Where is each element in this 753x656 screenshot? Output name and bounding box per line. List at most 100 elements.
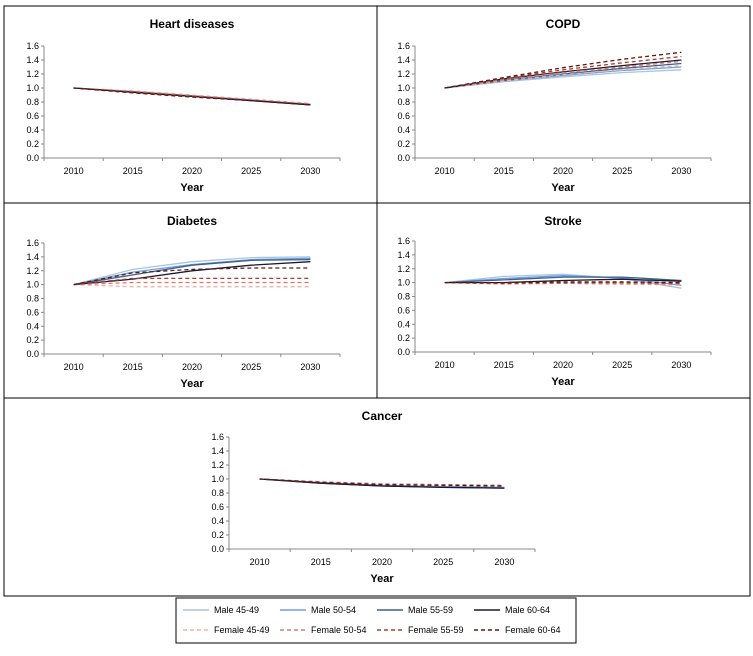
x-axis-label: Year — [370, 573, 394, 585]
panel-title: Stroke — [544, 214, 582, 228]
y-tick-label: 1.4 — [211, 446, 224, 456]
series-line-male-60-64 — [259, 478, 505, 489]
y-tick-label: 0.8 — [211, 488, 224, 498]
series-line-female-50-54 — [73, 281, 311, 286]
series-line-female-60-64 — [73, 87, 311, 106]
y-tick-label: 0.6 — [26, 111, 39, 121]
series-line-male-55-59 — [73, 258, 311, 286]
x-tick-label: 2015 — [494, 360, 514, 370]
y-tick-label: 1.4 — [397, 250, 410, 260]
legend-label-female-55-59: Female 55-59 — [408, 625, 464, 635]
y-tick-label: 1.2 — [397, 69, 410, 79]
x-tick-label: 2025 — [612, 360, 632, 370]
x-tick-label: 2030 — [671, 166, 691, 176]
panel-title: Cancer — [362, 409, 403, 423]
y-tick-label: 1.6 — [397, 41, 410, 51]
y-tick-label: 1.4 — [26, 55, 39, 65]
x-axis-label: Year — [551, 182, 575, 194]
y-tick-label: 1.0 — [211, 474, 224, 484]
series-line-male-55-59 — [444, 62, 682, 89]
chart-panel-diabetes: Diabetes 0.0 0.2 0.4 0.6 0.8 1.0 1.2 1.4 1.6 2010 2… — [3, 202, 378, 399]
legend-label-male-55-59: Male 55-59 — [408, 605, 453, 615]
x-tick-label: 2010 — [250, 557, 270, 567]
x-tick-label: 2020 — [182, 166, 202, 176]
legend-label-male-45-49: Male 45-49 — [214, 605, 259, 615]
panel-title: COPD — [546, 17, 581, 31]
series-line-female-60-64 — [73, 267, 311, 286]
y-tick-label: 0.6 — [26, 307, 39, 317]
series-line-female-55-59 — [444, 281, 682, 284]
series-line-female-50-54 — [259, 478, 505, 486]
x-axis-label: Year — [551, 376, 575, 388]
x-axis-label: Year — [180, 182, 204, 194]
y-tick-label: 0.0 — [397, 347, 410, 357]
series-line-male-50-54 — [73, 257, 311, 286]
series-line-female-50-54 — [444, 60, 682, 89]
y-tick-label: 1.6 — [26, 41, 39, 51]
x-tick-label: 2025 — [612, 166, 632, 176]
y-tick-label: 0.4 — [26, 125, 39, 135]
y-tick-label: 0.6 — [211, 502, 224, 512]
x-tick-label: 2020 — [372, 557, 392, 567]
x-tick-label: 2020 — [553, 360, 573, 370]
series-line-male-60-64 — [444, 59, 682, 89]
x-tick-label: 2020 — [553, 166, 573, 176]
legend-label-male-60-64: Male 60-64 — [505, 605, 550, 615]
x-tick-label: 2025 — [241, 166, 261, 176]
x-tick-label: 2030 — [671, 360, 691, 370]
x-tick-label: 2015 — [311, 557, 331, 567]
chart-panel-copd: COPD 0.0 0.2 0.4 0.6 0.8 1.0 1.2 1.4 1.6 2010 2015 2… — [376, 5, 751, 204]
panel-border — [3, 202, 378, 399]
series-line-male-60-64 — [444, 278, 682, 284]
y-tick-label: 1.4 — [397, 55, 410, 65]
x-tick-label: 2010 — [64, 362, 84, 372]
series-line-female-60-64 — [444, 51, 682, 89]
legend-label-female-45-49: Female 45-49 — [214, 625, 270, 635]
chart-panel-heart-diseases: Heart diseases 0.0 0.2 0.4 0.6 0.8 1.0 1.2 1.4 1.… — [3, 5, 378, 204]
y-tick-label: 0.8 — [26, 294, 39, 304]
panel-border — [3, 397, 751, 597]
x-tick-label: 2030 — [300, 362, 320, 372]
series-line-female-45-49 — [73, 283, 311, 288]
y-tick-label: 1.2 — [211, 460, 224, 470]
y-tick-label: 1.2 — [26, 266, 39, 276]
x-tick-label: 2025 — [241, 362, 261, 372]
y-tick-label: 0.0 — [26, 153, 39, 163]
y-tick-label: 1.4 — [26, 252, 39, 262]
y-tick-label: 0.4 — [397, 319, 410, 329]
x-tick-label: 2010 — [435, 166, 455, 176]
y-tick-label: 0.0 — [211, 544, 224, 554]
series-line-male-55-59 — [444, 276, 682, 284]
y-tick-label: 1.2 — [26, 69, 39, 79]
y-tick-label: 0.4 — [397, 125, 410, 135]
y-tick-label: 1.2 — [397, 264, 410, 274]
series-line-female-50-54 — [73, 87, 311, 105]
legend-label-male-50-54: Male 50-54 — [311, 605, 356, 615]
panel-border — [376, 5, 751, 204]
x-tick-label: 2020 — [182, 362, 202, 372]
x-tick-label: 2025 — [433, 557, 453, 567]
panel-border — [376, 202, 751, 399]
y-tick-label: 0.2 — [26, 335, 39, 345]
y-tick-label: 0.2 — [211, 530, 224, 540]
y-tick-label: 1.0 — [397, 83, 410, 93]
y-tick-label: 0.6 — [397, 111, 410, 121]
series-line-female-60-64 — [259, 478, 505, 487]
series-line-female-45-49 — [73, 87, 311, 105]
y-tick-label: 0.4 — [26, 321, 39, 331]
panel-title: Diabetes — [167, 214, 217, 228]
panel-title: Heart diseases — [150, 17, 235, 31]
series-line-female-60-64 — [444, 281, 682, 284]
x-tick-label: 2030 — [494, 557, 514, 567]
y-tick-label: 1.6 — [211, 432, 224, 442]
series-line-male-45-49 — [73, 256, 311, 286]
y-tick-label: 0.8 — [26, 97, 39, 107]
y-tick-label: 0.0 — [397, 153, 410, 163]
y-tick-label: 1.6 — [397, 236, 410, 246]
y-tick-label: 0.2 — [397, 333, 410, 343]
x-tick-label: 2015 — [494, 166, 514, 176]
y-tick-label: 0.6 — [397, 305, 410, 315]
x-tick-label: 2015 — [123, 362, 143, 372]
y-tick-label: 1.0 — [397, 278, 410, 288]
